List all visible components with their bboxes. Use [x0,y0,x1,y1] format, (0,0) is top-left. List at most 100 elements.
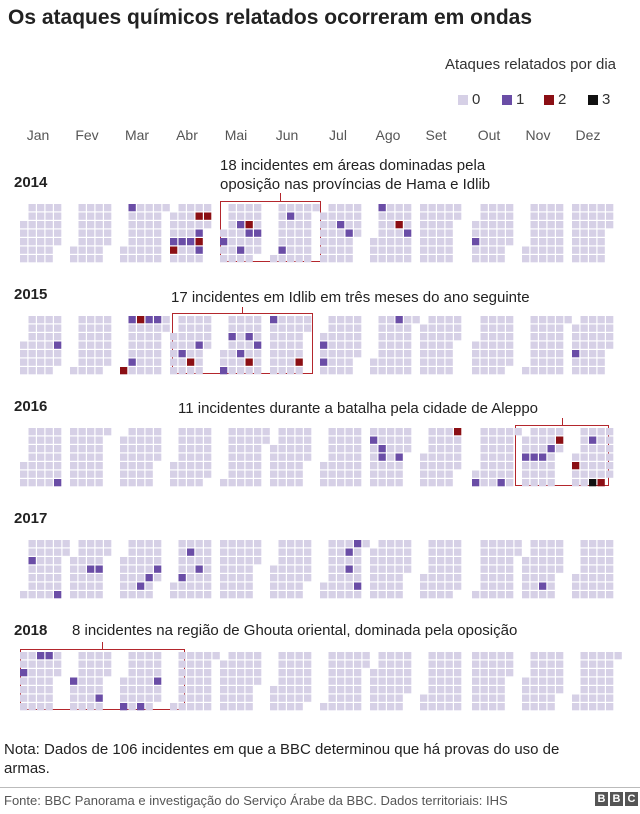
day-cell [572,574,580,582]
day-cell [337,677,345,685]
day-cell [370,367,378,375]
day-cell [78,358,86,366]
day-cell [270,703,278,711]
day-cell [428,350,436,358]
day-cell [572,324,580,332]
day-cell [354,453,362,461]
day-cell [78,367,86,375]
day-cell [87,574,95,582]
day-cell [104,221,112,229]
day-cell [270,445,278,453]
day-cell [387,582,395,590]
day-cell [237,582,245,590]
day-cell [489,453,497,461]
month-label: Jun [275,127,299,143]
day-cell [589,212,597,220]
day-cell [489,255,497,263]
legend-label-0: 0 [472,91,481,108]
day-cell [387,436,395,444]
day-cell [420,367,428,375]
legend-swatch-3 [588,95,598,105]
day-cell [454,212,462,220]
day-cell [237,591,245,599]
day-cell [395,204,403,212]
day-cell [187,470,195,478]
day-cell [328,367,336,375]
day-cell [428,540,436,548]
day-cell [187,428,195,436]
day-cell [378,221,386,229]
day-cell [70,255,78,263]
day-cell [204,221,212,229]
day-cell [589,333,597,341]
day-cell [54,316,62,324]
day-cell [28,591,36,599]
day-cell [404,540,412,548]
day-cell [195,574,203,582]
day-cell [378,324,386,332]
day-cell [228,445,236,453]
day-cell [328,470,336,478]
day-cell [187,652,195,660]
day-cell [204,565,212,573]
day-cell [337,591,345,599]
day-cell [572,582,580,590]
day-cell [547,557,555,565]
day-cell [539,255,547,263]
day-cell [328,238,336,246]
day-cell [428,358,436,366]
day-cell [556,238,564,246]
day-cell [354,574,362,582]
day-cell [437,660,445,668]
day-cell [154,540,162,548]
day-cell [20,246,28,254]
day-cell [437,462,445,470]
day-cell [530,652,538,660]
day-cell-incident [337,221,345,229]
day-cell [404,557,412,565]
day-cell [28,324,36,332]
day-cell [128,238,136,246]
day-cell [580,686,588,694]
day-cell [54,333,62,341]
day-cell [589,316,597,324]
day-cell [497,221,505,229]
day-cell [404,255,412,263]
day-cell [20,367,28,375]
day-cell [437,669,445,677]
day-cell [489,703,497,711]
day-cell [445,316,453,324]
day-cell-incident [539,582,547,590]
day-cell [237,703,245,711]
day-cell [497,660,505,668]
day-cell [580,694,588,702]
day-cell [120,462,128,470]
day-cell [445,324,453,332]
day-cell [445,540,453,548]
day-cell [328,462,336,470]
day-cell [287,677,295,685]
day-cell [572,229,580,237]
bbc-logo-block: B [610,792,623,806]
day-cell [78,548,86,556]
day-cell [37,333,45,341]
day-cell [187,694,195,702]
day-cell [304,548,312,556]
day-cell [445,660,453,668]
day-cell [489,557,497,565]
day-cell [178,204,186,212]
day-cell [37,470,45,478]
day-cell [428,669,436,677]
day-cell [237,660,245,668]
day-cell [522,557,530,565]
day-cell [337,204,345,212]
day-cell [530,582,538,590]
day-cell [547,333,555,341]
day-cell [445,652,453,660]
legend-label-3: 3 [602,91,611,108]
day-cell [428,212,436,220]
day-cell [420,246,428,254]
day-cell [187,221,195,229]
day-cell [404,686,412,694]
day-cell [556,548,564,556]
